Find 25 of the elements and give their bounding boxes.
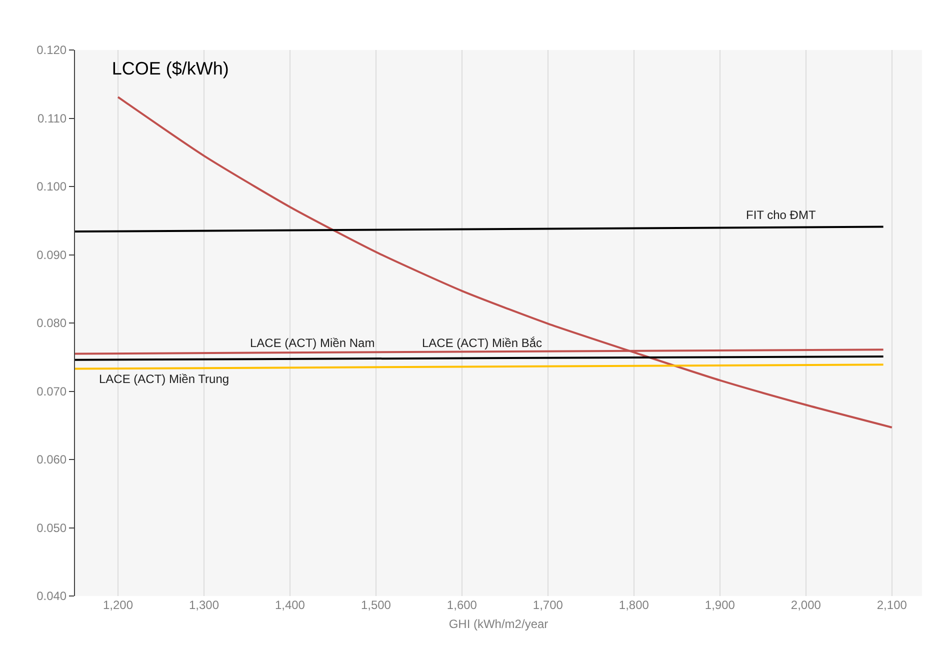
x-tick-label: 1,500 (360, 598, 392, 612)
x-tick-label: 1,900 (704, 598, 736, 612)
x-tick-label: 1,700 (532, 598, 564, 612)
x-tick-label: 1,300 (188, 598, 220, 612)
y-tick-label: 0.040 (36, 589, 67, 604)
x-tick-label: 1,600 (446, 598, 478, 612)
x-axis-title: GHI (kWh/m2/year (448, 616, 548, 631)
y-tick-label: 0.050 (36, 520, 67, 535)
y-tick-label: 0.110 (37, 111, 67, 126)
y-tick-label: 0.120 (36, 43, 67, 58)
text: LCOE ($/kWh) (112, 58, 229, 78)
y-tick-label: 0.100 (36, 180, 67, 194)
x-tick-label: 2,100 (876, 598, 908, 612)
annotation: LACE (ACT) Miền Trung (99, 372, 230, 386)
annotation: LACE (ACT) Miền Bắc (422, 336, 542, 350)
x-tick-label: 2,000 (790, 598, 822, 612)
y-tick-label: 0.060 (36, 452, 67, 467)
x-tick-label: 1,800 (618, 598, 650, 612)
annotation: FIT cho ĐMT (746, 208, 816, 222)
y-tick-label: 0.080 (36, 316, 67, 330)
annotation: LACE (ACT) Miền Nam (250, 336, 375, 350)
x-tick-label: 1,400 (274, 598, 306, 612)
y-tick-label: 0.070 (36, 384, 67, 398)
y-tick-label: 0.090 (36, 248, 67, 262)
x-tick-label: 1,200 (102, 598, 134, 612)
